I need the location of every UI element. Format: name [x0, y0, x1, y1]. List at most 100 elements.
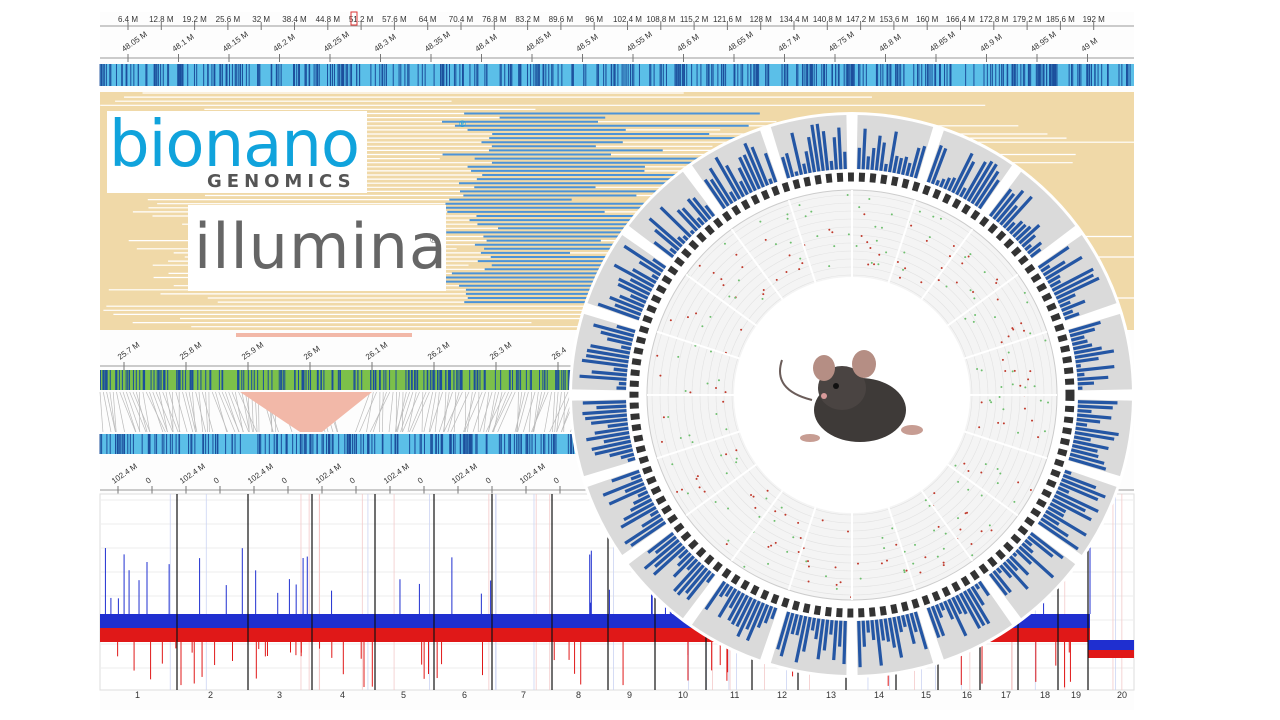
chromosome-label: 7	[521, 690, 527, 700]
circos-heatmap-dot	[933, 529, 936, 532]
circos-bar	[1075, 426, 1119, 437]
circos-heatmap-dot	[881, 536, 884, 539]
circos-heatmap-dot	[868, 197, 871, 200]
circos-bar	[1009, 220, 1024, 235]
circos-bar	[1071, 443, 1098, 453]
circos-bar	[620, 345, 632, 351]
circos-heatmap-dot	[724, 391, 727, 394]
sv-alignment-line	[99, 391, 104, 433]
circos-heatmap-dot	[895, 543, 898, 546]
circos-heatmap-dot	[1029, 332, 1032, 335]
circos-bar	[594, 443, 633, 456]
circos-plot	[569, 112, 1135, 678]
circos-heatmap-dot	[816, 235, 819, 238]
sv-alignment-line	[135, 391, 148, 433]
circos-heatmap-dot	[877, 263, 880, 266]
circos-bar	[1073, 435, 1091, 442]
circos-heatmap-dot	[875, 239, 878, 242]
circos-bar	[1068, 320, 1101, 334]
circos-bar	[962, 161, 987, 200]
circos-heatmap-dot	[990, 529, 993, 532]
mouse-eye	[833, 383, 839, 389]
sv-deletion-wedge	[240, 392, 372, 432]
top-ruler-label: 115.2 M	[680, 15, 709, 24]
sv-alignment-line	[192, 391, 196, 433]
circos-bar	[739, 180, 749, 196]
circos-bar	[602, 477, 643, 497]
circos-heatmap-dot	[684, 389, 687, 392]
chromosome-label: 3	[277, 690, 283, 700]
sv-alignment-line	[142, 391, 151, 433]
circos-bar	[654, 228, 680, 252]
circos-heatmap-dot	[1007, 351, 1010, 354]
circos-heatmap-dot	[764, 238, 767, 241]
circos-heatmap-dot	[1031, 419, 1034, 422]
circos-bar	[609, 295, 643, 313]
circos-heatmap-dot	[972, 291, 975, 294]
chromosome-label: 1	[135, 690, 141, 700]
circos-heatmap-dot	[990, 401, 993, 404]
circos-bar	[1064, 312, 1080, 321]
circos-segment-divider	[656, 430, 741, 460]
circos-bar	[750, 146, 770, 186]
circos-bar	[1047, 274, 1061, 285]
circos-bar	[896, 615, 904, 633]
circos-bar	[1009, 555, 1030, 576]
circos-heatmap-dot	[669, 319, 672, 322]
cnv-ruler-label: 0	[552, 475, 561, 485]
circos-heatmap-dot	[662, 416, 665, 419]
circos-bar	[1071, 339, 1088, 347]
circos-bar	[896, 157, 904, 175]
circos-bar	[1037, 521, 1079, 551]
circos-heatmap-dot	[715, 387, 718, 390]
circos-heatmap-dot	[972, 320, 975, 323]
circos-bar	[681, 207, 702, 229]
circos-bar	[689, 229, 695, 235]
circos-heatmap-dot	[903, 550, 906, 553]
sv-alignment-line	[472, 391, 486, 433]
circos-heatmap-dot	[973, 297, 976, 300]
circos-bar	[704, 204, 716, 218]
circos-bar	[939, 178, 946, 188]
circos-bar	[814, 618, 821, 640]
circos-bar	[883, 163, 888, 172]
circos-bar	[676, 552, 692, 567]
circos-bar	[738, 156, 757, 192]
sv-alignment-line	[168, 391, 181, 433]
circos-heatmap-dot	[1023, 291, 1026, 294]
circos-bar	[585, 413, 628, 421]
circos-heatmap-dot	[870, 261, 873, 264]
circos-heatmap-dot	[978, 426, 981, 429]
circos-heatmap-dot	[1011, 370, 1014, 373]
circos-bar	[1029, 531, 1064, 560]
sv-alignment-line	[182, 391, 194, 433]
circos-heatmap-dot	[735, 461, 738, 464]
circos-bar	[728, 590, 742, 609]
circos-bar	[1027, 241, 1043, 255]
circos-heatmap-dot	[948, 255, 951, 258]
circos-bar	[1062, 309, 1074, 317]
circos-heatmap-dot	[762, 289, 765, 292]
circos-heatmap-dot	[706, 382, 709, 385]
map-track-bar	[100, 64, 1134, 86]
sv-alignment-line	[102, 391, 112, 433]
circos-chromosome-segment	[628, 171, 716, 259]
circos-heatmap-dot	[1002, 422, 1005, 425]
circos-heatmap-dot	[967, 488, 970, 491]
circos-heatmap-dot	[686, 492, 689, 495]
circos-bar	[934, 179, 941, 186]
circos-bar	[857, 147, 861, 170]
circos-heatmap-dot	[785, 271, 788, 274]
sv-alignment-line	[234, 391, 244, 433]
circos-bar	[988, 188, 1013, 218]
circos-bar	[630, 473, 642, 481]
top-ruler-label: 38.4 M	[282, 15, 307, 24]
circos-heatmap-dot	[957, 480, 960, 483]
circos-heatmap-dot	[957, 517, 960, 520]
circos-heatmap-dot	[1004, 369, 1007, 372]
circos-heatmap-dot	[788, 254, 791, 257]
circos-bar	[951, 152, 974, 194]
circos-bar	[794, 615, 808, 663]
sv-alignment-line	[359, 391, 377, 433]
circos-heatmap-dot	[1011, 383, 1014, 386]
